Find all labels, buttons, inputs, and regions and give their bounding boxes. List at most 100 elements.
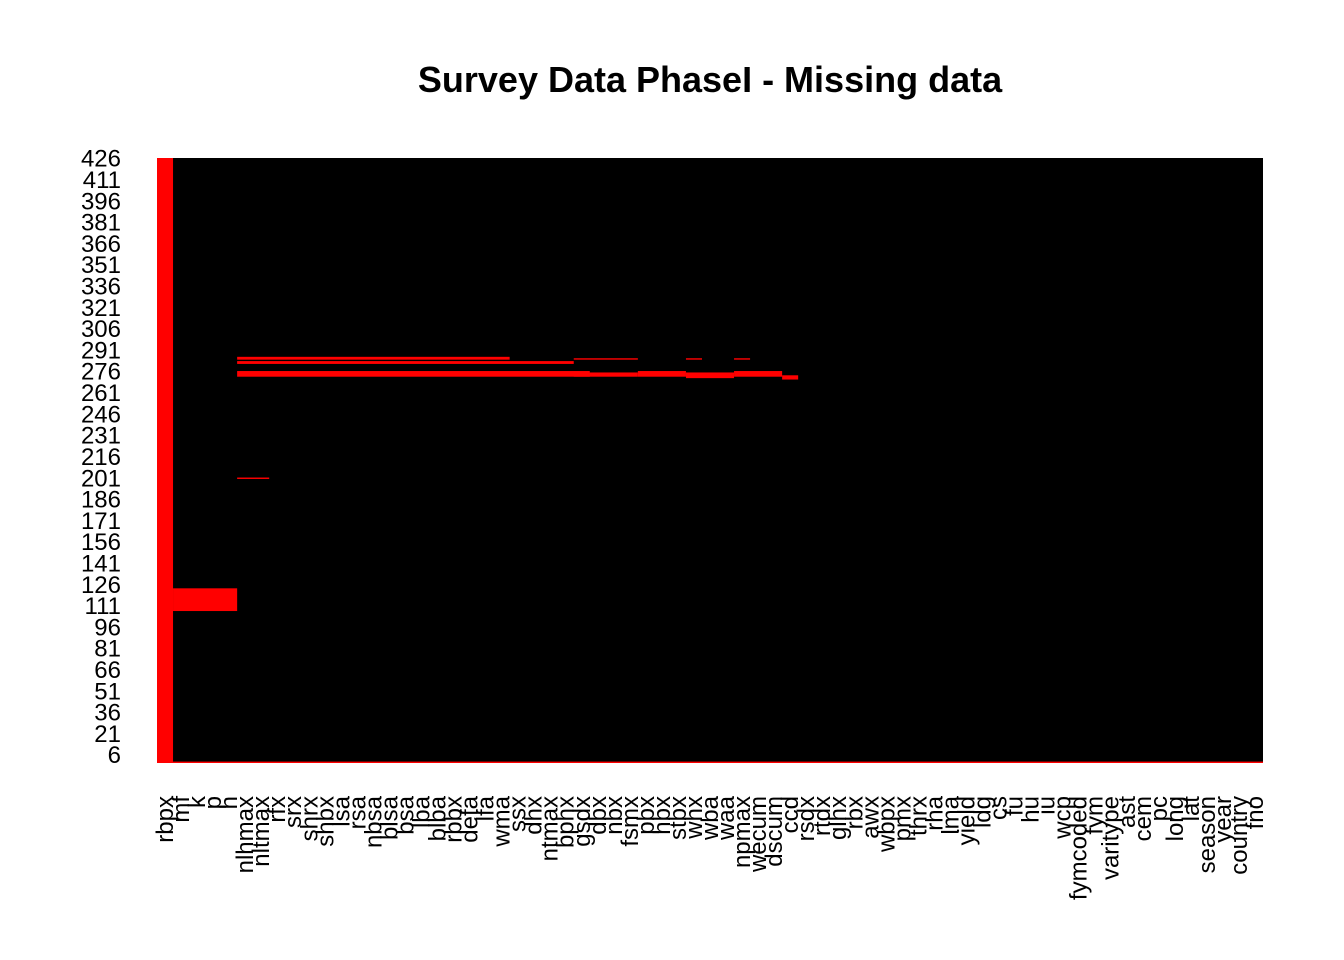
x-tick-label-gsdx: gsdx bbox=[569, 796, 596, 847]
x-tick-label-glhx: glhx bbox=[825, 796, 852, 840]
x-tick-label-fno: fno bbox=[1242, 796, 1269, 829]
x-tick-label-varitype: varitype bbox=[1098, 796, 1125, 880]
y-tick-label: 336 bbox=[81, 274, 121, 301]
x-tick-label-rbpx: rbpx bbox=[152, 796, 179, 843]
chart-title: Survey Data PhaseI - Missing data bbox=[418, 59, 1003, 100]
y-tick-label: 111 bbox=[85, 593, 121, 620]
x-tick-label-mf: mf bbox=[168, 796, 195, 823]
missing-block-12 bbox=[734, 371, 783, 377]
x-axis: rbpxmfkphnlhmaxnltmaxrfxsrxshrxshbxlsars… bbox=[152, 795, 1269, 900]
missing-marks bbox=[157, 158, 1263, 763]
x-tick-label-long: long bbox=[1162, 796, 1189, 841]
x-tick-label-lat: lat bbox=[1178, 796, 1205, 822]
y-tick-label: 411 bbox=[83, 167, 121, 194]
x-tick-label-waa: waa bbox=[713, 795, 740, 841]
x-tick-label-h: h bbox=[216, 796, 243, 809]
missing-block-11 bbox=[734, 358, 751, 360]
x-tick-label-rsa: rsa bbox=[344, 795, 371, 829]
x-tick-label-wcp: wcp bbox=[1050, 796, 1077, 840]
y-tick-label: 186 bbox=[81, 487, 121, 514]
x-tick-label-fymcoded: fymcoded bbox=[1066, 796, 1093, 900]
x-tick-label-ntmax: ntmax bbox=[537, 796, 564, 861]
x-tick-label-pbx: pbx bbox=[633, 796, 660, 835]
y-tick-label: 126 bbox=[81, 572, 121, 599]
x-tick-label-rbx: rbx bbox=[841, 796, 868, 829]
missing-block-9 bbox=[685, 372, 735, 379]
x-tick-label-ssx: ssx bbox=[505, 796, 532, 832]
y-tick-label: 366 bbox=[81, 231, 121, 258]
x-tick-label-dbx: dbx bbox=[585, 796, 612, 835]
x-tick-label-wba: wba bbox=[697, 795, 724, 841]
x-tick-label-pc: pc bbox=[1146, 796, 1173, 821]
x-tick-label-shrx: shrx bbox=[296, 796, 323, 841]
x-tick-label-whx: whx bbox=[681, 796, 708, 840]
missing-block-1 bbox=[173, 588, 238, 612]
x-tick-label-pmx: pmx bbox=[889, 796, 916, 841]
x-tick-label-fym: fym bbox=[1082, 796, 1109, 835]
missing-block-14 bbox=[157, 761, 1263, 763]
x-tick-label-nbsa: nbsa bbox=[360, 795, 387, 848]
x-tick-label-bphx: bphx bbox=[553, 796, 580, 848]
x-tick-label-blsa: blsa bbox=[376, 795, 403, 840]
x-tick-label-season: season bbox=[1194, 796, 1221, 873]
y-tick-label: 141 bbox=[81, 551, 121, 578]
x-tick-label-ccd: ccd bbox=[777, 796, 804, 833]
x-tick-label-cs: cs bbox=[986, 796, 1013, 820]
y-tick-label: 426 bbox=[81, 146, 121, 173]
x-tick-label-hbx: hbx bbox=[649, 796, 676, 835]
x-tick-label-country: country bbox=[1226, 796, 1253, 875]
x-tick-label-srx: srx bbox=[280, 796, 307, 828]
x-tick-label-cem: cem bbox=[1130, 796, 1157, 841]
missing-block-8 bbox=[637, 371, 686, 377]
x-tick-label-lba: lba bbox=[409, 795, 436, 828]
y-tick-label: 291 bbox=[81, 337, 121, 364]
x-tick-label-nlhmax: nlhmax bbox=[232, 796, 259, 873]
x-tick-label-rtdx: rtdx bbox=[809, 796, 836, 836]
y-tick-label: 201 bbox=[81, 465, 121, 492]
x-tick-label-iu: iu bbox=[1034, 796, 1061, 815]
x-tick-label-npmax: npmax bbox=[729, 796, 756, 868]
y-tick-label: 171 bbox=[81, 508, 121, 535]
x-tick-label-stbx: stbx bbox=[665, 796, 692, 840]
x-tick-label-rbbx: rbbx bbox=[441, 796, 468, 843]
x-tick-label-ast: ast bbox=[1114, 796, 1141, 828]
x-tick-label-ldg: ldg bbox=[970, 796, 997, 828]
y-axis: 6213651668196111126141156171186201216231… bbox=[81, 146, 121, 770]
x-tick-label-p: p bbox=[200, 796, 227, 809]
x-tick-label-awx: awx bbox=[857, 796, 884, 839]
missing-block-10 bbox=[685, 358, 702, 360]
y-tick-label: 36 bbox=[94, 700, 121, 727]
x-tick-label-nltmax: nltmax bbox=[248, 796, 275, 867]
x-tick-label-lma: lma bbox=[937, 795, 964, 834]
missing-block-13 bbox=[782, 375, 799, 380]
x-tick-label-wma: wma bbox=[489, 795, 516, 847]
x-tick-label-bsa: bsa bbox=[392, 795, 419, 834]
y-tick-label: 96 bbox=[94, 614, 121, 641]
x-tick-label-dhx: dhx bbox=[521, 796, 548, 835]
x-tick-label-year: year bbox=[1210, 796, 1237, 843]
x-tick-label-yield: yield bbox=[954, 796, 981, 845]
y-tick-label: 261 bbox=[81, 380, 121, 407]
x-tick-label-blba: blba bbox=[425, 795, 452, 841]
y-tick-label: 51 bbox=[94, 678, 121, 705]
x-tick-label-shbx: shbx bbox=[312, 796, 339, 847]
y-tick-label: 381 bbox=[81, 210, 121, 237]
y-tick-label: 21 bbox=[94, 721, 121, 748]
x-tick-label-rha: rha bbox=[921, 795, 948, 830]
x-tick-label-rfx: rfx bbox=[264, 796, 291, 823]
x-tick-label-wbpx: wbpx bbox=[873, 796, 900, 853]
x-tick-label-lsa: lsa bbox=[328, 795, 355, 826]
x-tick-label-nbx: nbx bbox=[601, 796, 628, 835]
y-tick-label: 66 bbox=[94, 657, 121, 684]
y-tick-label: 321 bbox=[81, 295, 121, 322]
x-tick-label-wecum: wecum bbox=[745, 796, 772, 873]
y-tick-label: 276 bbox=[81, 359, 121, 386]
x-tick-label-rsdx: rsdx bbox=[793, 796, 820, 841]
y-tick-label: 6 bbox=[108, 742, 121, 769]
plot-area bbox=[157, 158, 1263, 763]
missing-block-7 bbox=[573, 358, 638, 360]
x-tick-label-fsmx: fsmx bbox=[617, 796, 644, 847]
y-tick-label: 156 bbox=[81, 529, 121, 556]
y-tick-label: 306 bbox=[81, 316, 121, 343]
